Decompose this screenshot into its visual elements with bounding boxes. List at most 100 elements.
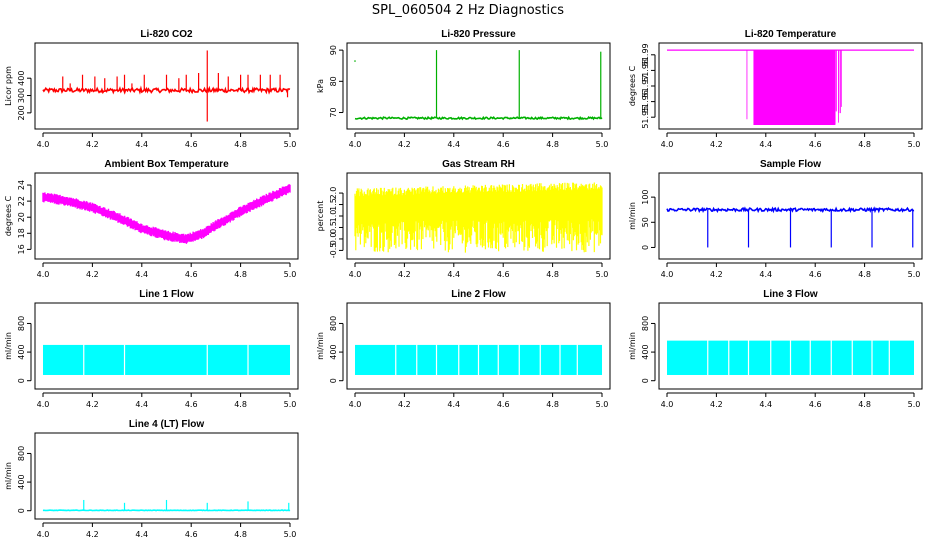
y-tick-label: 300	[17, 88, 26, 103]
x-tick-label: 5.0	[284, 400, 297, 409]
y-tick-label: 400	[329, 344, 338, 359]
panel-5-y-axis: -0.50.00.51.01.52.0	[329, 187, 344, 258]
y-tick-label: 16	[17, 244, 26, 254]
x-tick-label: 4.4	[759, 140, 772, 149]
panel-9-series	[667, 339, 914, 376]
x-tick-label: 4.4	[447, 400, 460, 409]
panel-1-x-axis: 4.0 4.2 4.4 4.6 4.8 5.0	[37, 132, 297, 149]
series-line	[666, 206, 915, 214]
y-tick-label: 100	[641, 189, 650, 204]
x-tick-label: 4.4	[135, 400, 148, 409]
x-tick-label: 4.4	[135, 270, 148, 279]
panel-1-series	[42, 50, 291, 122]
panel-5-title: Gas Stream RH	[442, 159, 515, 170]
panel-7-ylabel: ml/min	[4, 332, 13, 360]
x-tick-label: 4.2	[86, 530, 99, 539]
panel-6-y-axis: 0 50 100	[641, 189, 656, 250]
panel-7-x-axis: 4.0 4.2 4.4 4.6 4.8 5.0	[37, 392, 297, 409]
x-tick-label: 5.0	[908, 400, 921, 409]
x-tick-label: 4.0	[661, 140, 674, 149]
panel-8-ylabel: ml/min	[316, 332, 325, 360]
outlier-point	[354, 60, 356, 62]
x-tick-label: 4.6	[185, 140, 198, 149]
panel-7-series	[43, 343, 290, 376]
x-tick-label: 4.6	[809, 270, 822, 279]
x-tick-label: 4.6	[809, 400, 822, 409]
panel-1-ylabel: Licor ppm	[4, 66, 13, 106]
panel-9-y-axis: 0 400 800	[641, 316, 656, 383]
panel-4-y-axis: 16 18 20 22 24	[17, 180, 32, 254]
x-tick-label: 4.0	[349, 400, 362, 409]
x-tick-label: 4.2	[86, 140, 99, 149]
x-tick-label: 5.0	[284, 140, 297, 149]
y-tick-label: 20	[17, 212, 26, 222]
x-tick-label: 5.0	[596, 400, 609, 409]
x-tick-label: 4.8	[234, 270, 247, 279]
y-tick-label: 0.0	[329, 233, 338, 246]
panel-10-y-axis: 0 400 800	[17, 446, 32, 513]
y-tick-label: 24	[17, 180, 26, 190]
x-tick-label: 4.0	[37, 270, 50, 279]
x-tick-label: 4.2	[398, 400, 411, 409]
panel-5-frame	[346, 172, 611, 260]
y-tick-label: 400	[17, 344, 26, 359]
panel-8-x-axis: 4.0 4.2 4.4 4.6 4.8 5.0	[349, 392, 609, 409]
panel-10-ylabel: ml/min	[4, 462, 13, 490]
panel-10-title: Line 4 (LT) Flow	[129, 419, 205, 430]
x-tick-label: 4.0	[37, 530, 50, 539]
panel-2-ylabel: kPa	[316, 79, 325, 93]
y-tick-label: 51.99	[641, 43, 650, 66]
panel-2-x-axis: 4.0 4.2 4.4 4.6 4.8 5.0	[349, 132, 608, 149]
panel-9-x-axis: 4.0 4.2 4.4 4.6 4.8 5.0	[661, 392, 921, 409]
panel-8-frame	[346, 302, 611, 390]
panel-3-series	[667, 49, 914, 126]
x-tick-label: 4.8	[546, 270, 559, 279]
panel-10-frame	[34, 432, 299, 520]
panel-4-title: Ambient Box Temperature	[104, 159, 229, 170]
x-tick-label: 4.0	[37, 140, 50, 149]
y-tick-label: 0	[17, 378, 26, 383]
y-tick-label: 800	[641, 316, 650, 331]
x-tick-label: 4.0	[349, 270, 362, 279]
y-tick-label: 400	[17, 71, 26, 86]
panel-9: Line 3 Flow ml/min 4.0 4.2 4.4 4.6 4.8 5.0 0 400 8…	[628, 289, 923, 409]
y-tick-label: 0	[329, 378, 338, 383]
x-tick-label: 4.6	[497, 270, 510, 279]
x-tick-label: 4.4	[135, 140, 148, 149]
x-tick-label: 4.6	[497, 400, 510, 409]
x-tick-label: 4.8	[546, 400, 559, 409]
flow-block	[43, 344, 290, 375]
y-tick-label: 50	[641, 217, 650, 227]
panel-2-series	[354, 50, 603, 121]
x-tick-label: 4.6	[809, 140, 822, 149]
panel-6: Sample Flow ml/min 4.0 4.2 4.4 4.6 4.8 5.0 0 50 10…	[628, 159, 923, 279]
y-tick-label: 400	[17, 474, 26, 489]
y-tick-label: 1.5	[329, 198, 338, 211]
x-tick-label: 4.8	[546, 140, 559, 149]
panel-4-ylabel: degrees C	[4, 195, 13, 236]
y-tick-label: 800	[329, 316, 338, 331]
y-tick-label: 0.5	[329, 221, 338, 234]
panel-3-title: Li-820 Temperature	[745, 29, 837, 40]
y-tick-label: 90	[329, 45, 338, 55]
panel-5-x-axis: 4.0 4.2 4.4 4.6 4.8 5.0	[349, 262, 608, 279]
y-tick-label: 2.0	[329, 187, 338, 200]
panel-9-frame	[658, 302, 923, 390]
series-band	[354, 182, 603, 253]
panel-6-title: Sample Flow	[760, 159, 821, 170]
figure-title: SPL_060504 2 Hz Diagnostics	[372, 3, 564, 18]
x-tick-label: 5.0	[284, 530, 297, 539]
x-tick-label: 4.2	[86, 270, 99, 279]
y-tick-label: 0	[641, 378, 650, 383]
x-tick-label: 4.6	[185, 530, 198, 539]
y-tick-label: 22	[17, 196, 26, 206]
panel-7: Line 1 Flow ml/min 4.0 4.2 4.4 4.6 4.8 5.0 0 400 8…	[4, 289, 299, 409]
panel-4-x-axis: 4.0 4.2 4.4 4.6 4.8 5.0	[37, 262, 296, 279]
y-tick-label: 200	[17, 105, 26, 120]
series-line	[354, 115, 603, 121]
panel-7-title: Line 1 Flow	[139, 289, 194, 300]
x-tick-label: 4.0	[661, 270, 674, 279]
